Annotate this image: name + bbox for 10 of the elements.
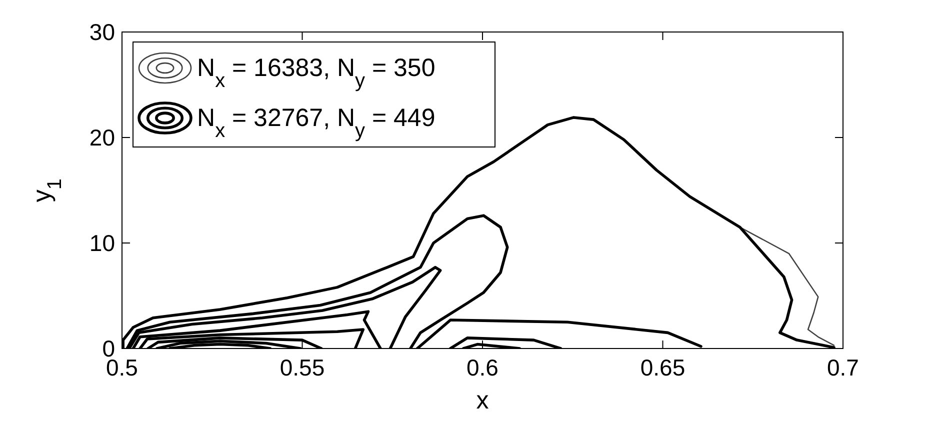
y-tick-label: 30 bbox=[89, 19, 115, 45]
x-tick-label: 0.65 bbox=[640, 354, 686, 380]
legend-label: N$_{x}$ = 32767, N$_{y}$ = 449 bbox=[197, 104, 436, 142]
x-tick-label: 0.7 bbox=[827, 354, 859, 380]
legend-label: N$_{x}$ = 16383, N$_{y}$ = 350 bbox=[197, 54, 436, 92]
x-tick-label: 0.55 bbox=[280, 354, 325, 380]
y-tick-label: 10 bbox=[89, 230, 115, 256]
x-tick-label: 0.6 bbox=[466, 354, 498, 380]
y-tick-label: 20 bbox=[89, 124, 115, 150]
x-axis-title: x bbox=[476, 386, 490, 414]
